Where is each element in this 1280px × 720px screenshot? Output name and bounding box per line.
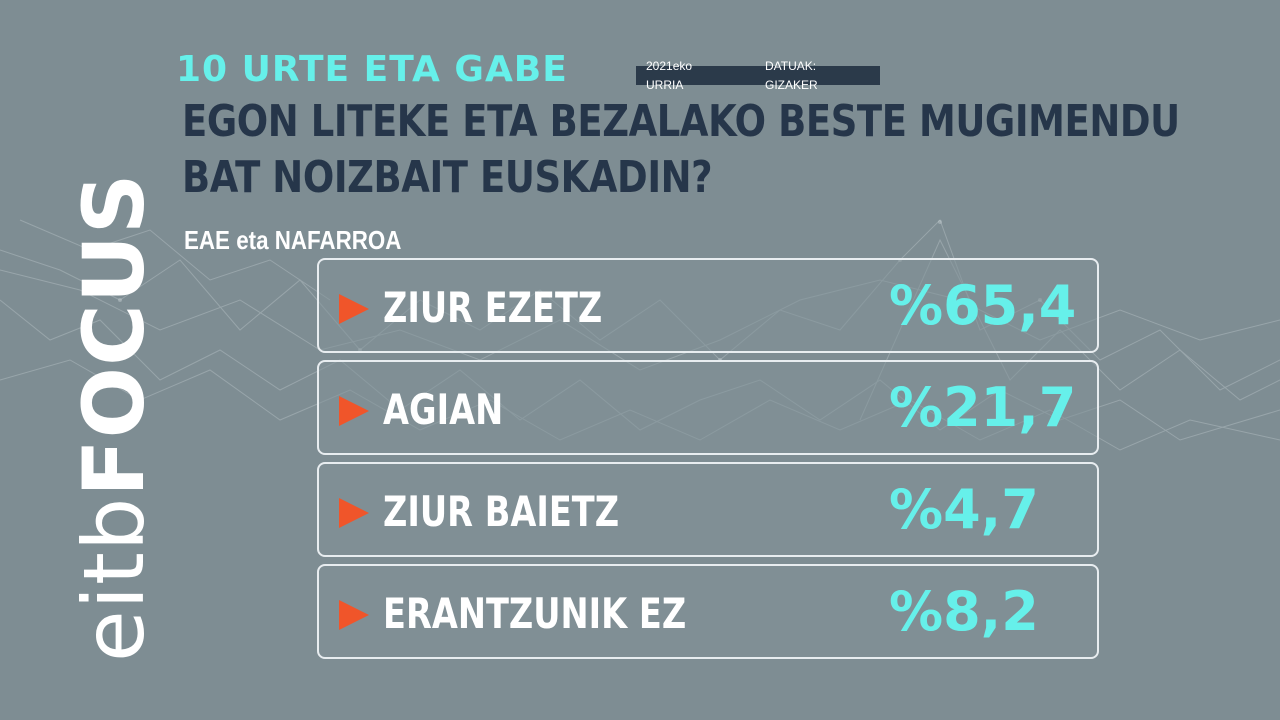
region-label: EAE eta NAFARROA bbox=[184, 225, 402, 255]
question-line-2: BAT NOIZBAIT EUSKADIN? bbox=[182, 152, 713, 203]
date-label: 2021eko URRIA bbox=[646, 58, 693, 92]
play-arrow-icon bbox=[339, 294, 369, 324]
question-line-1: EGON LITEKE ETA BEZALAKO BESTE MUGIMENDU bbox=[182, 96, 1180, 147]
logo-text: eitbFOCUS bbox=[65, 173, 163, 662]
result-row: AGIAN %21,7 bbox=[317, 360, 1099, 455]
logo-eitb: eitb bbox=[65, 496, 163, 662]
results-list: ZIUR EZETZ %65,4 AGIAN %21,7 ZIUR BAIETZ… bbox=[317, 258, 1099, 666]
header-kicker: 10 URTE ETA GABE bbox=[176, 50, 568, 90]
result-value: %4,7 bbox=[889, 478, 1039, 541]
play-arrow-icon bbox=[339, 600, 369, 630]
result-row: ZIUR BAIETZ %4,7 bbox=[317, 462, 1099, 557]
result-value: %8,2 bbox=[889, 580, 1039, 643]
question-title: EGON LITEKE ETA BEZALAKO BESTE MUGIMENDU… bbox=[182, 94, 1180, 206]
result-row: ERANTZUNIK EZ %8,2 bbox=[317, 564, 1099, 659]
kicker-title: 10 URTE ETA GABE bbox=[176, 49, 568, 90]
logo-focus: FOCUS bbox=[65, 172, 163, 497]
result-value: %21,7 bbox=[889, 376, 1077, 439]
play-arrow-icon bbox=[339, 498, 369, 528]
result-label: ZIUR EZETZ bbox=[383, 283, 603, 332]
result-row: ZIUR EZETZ %65,4 bbox=[317, 258, 1099, 353]
source-label: DATUAK: GIZAKER bbox=[765, 58, 818, 92]
result-label: ERANTZUNIK EZ bbox=[383, 589, 687, 638]
result-label: AGIAN bbox=[383, 385, 504, 434]
eitb-focus-logo: eitbFOCUS bbox=[65, 173, 163, 662]
meta-bar: 2021eko URRIA DATUAK: GIZAKER bbox=[636, 59, 880, 92]
result-value: %65,4 bbox=[889, 274, 1077, 337]
result-label: ZIUR BAIETZ bbox=[383, 487, 620, 536]
play-arrow-icon bbox=[339, 396, 369, 426]
